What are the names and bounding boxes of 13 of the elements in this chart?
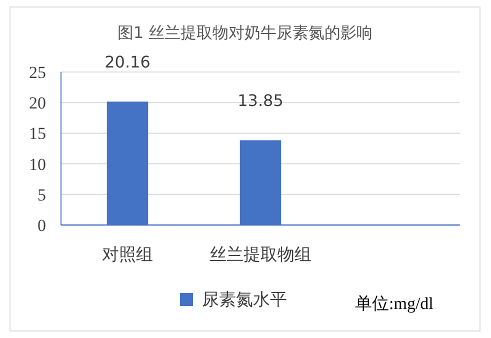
y-tick-label: 25 bbox=[29, 63, 46, 82]
x-tick-label: 丝兰提取物组 bbox=[210, 245, 312, 265]
data-label: 13.85 bbox=[238, 91, 284, 110]
x-tick-label: 对照组 bbox=[102, 245, 153, 265]
y-tick-label: 0 bbox=[38, 216, 46, 235]
y-tick-label: 10 bbox=[29, 154, 46, 174]
y-tick-label: 5 bbox=[38, 185, 46, 204]
data-label: 20.16 bbox=[104, 52, 150, 72]
legend-label: 尿素氮水平 bbox=[202, 290, 287, 310]
text: 单位:mg/dl bbox=[355, 294, 434, 313]
y-tick-label: 15 bbox=[29, 124, 46, 144]
chart-title: 图1 丝兰提取物对奶牛尿素氮的影响 bbox=[117, 23, 373, 42]
y-tick-label: 20 bbox=[29, 94, 46, 113]
